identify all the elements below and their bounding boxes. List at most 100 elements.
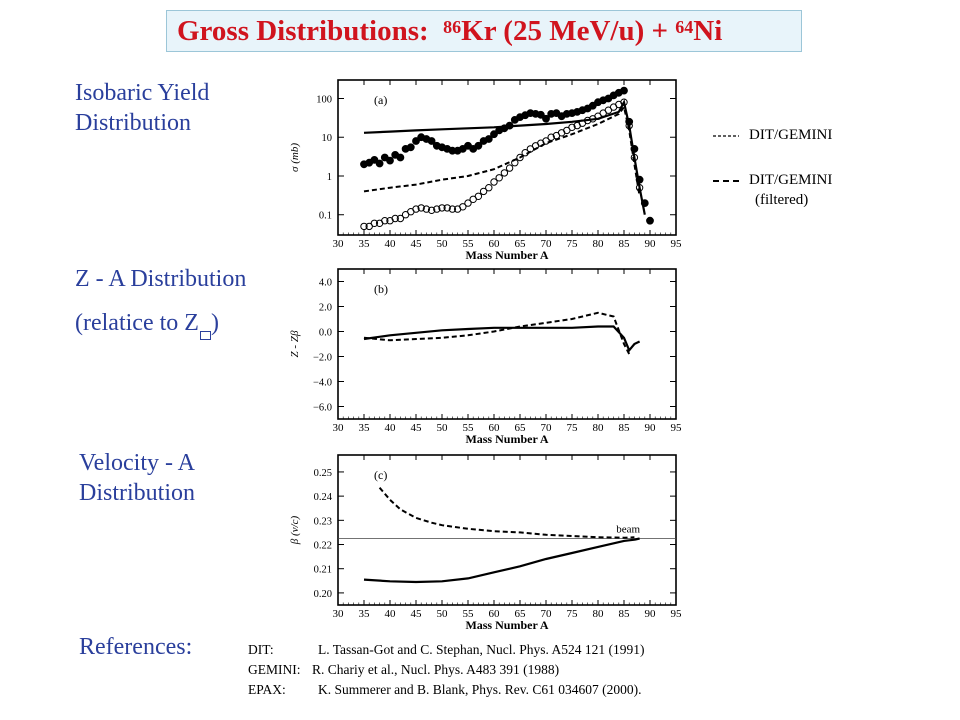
chart-panel: 30 35 40 45 50 55 60 65 70 75 80 85 90 95 Mass Number …	[289, 454, 682, 632]
x-tick-label: 75	[567, 608, 579, 620]
x-tick-label: 40	[385, 608, 397, 620]
series-dashed-line	[378, 487, 635, 539]
reference-key: EPAX:	[248, 682, 286, 697]
isobaric-label-line1: Isobaric Yield	[75, 80, 210, 106]
velocity-label: Velocity - A Distribution	[79, 448, 195, 508]
x-tick-label: 90	[645, 422, 657, 434]
data-point-filled	[588, 101, 597, 110]
reference-text: R. Chariy et al., Nucl. Phys. A483 391 (…	[312, 662, 560, 677]
panel-label: (a)	[374, 93, 387, 107]
x-tick-label: 45	[411, 608, 423, 620]
x-tick-label: 35	[359, 238, 371, 250]
y-tick-label: 1	[327, 172, 332, 183]
x-axis-label: Mass Number A	[465, 432, 548, 446]
x-tick-label: 55	[463, 422, 475, 434]
data-point-open	[516, 153, 524, 162]
y-axis-label: β (v/c)	[289, 515, 301, 545]
data-point-open	[396, 214, 405, 223]
data-point-open	[542, 137, 550, 145]
velocity-label-line2: Distribution	[79, 480, 196, 506]
series-solid-line	[363, 537, 640, 584]
x-tick-label: 70	[541, 238, 553, 250]
data-point-open	[505, 164, 514, 172]
legend-dashed: DIT/GEMINI (filtered)	[713, 170, 832, 210]
y-axis-label: σ (mb)	[289, 143, 301, 172]
data-point-open	[370, 219, 379, 228]
x-tick-label: 30	[333, 422, 345, 434]
x-tick-label: 85	[619, 422, 631, 434]
panel-label: (c)	[374, 468, 387, 482]
data-point-filled	[646, 216, 654, 225]
x-tick-label: 80	[593, 238, 605, 250]
data-point-open	[422, 205, 431, 213]
x-tick-label: 70	[541, 422, 553, 434]
reference-key: GEMINI:	[248, 662, 301, 677]
legend-dashed-label-1: DIT/GEMINI	[749, 172, 833, 188]
x-tick-label: 95	[671, 238, 683, 250]
chart-panel: 30 35 40 45 50 55 60 65 70 75 80 85 90 95 Mass Number …	[289, 79, 683, 262]
data-point-filled	[370, 156, 379, 164]
data-point-open	[464, 199, 472, 207]
x-tick-label: 55	[463, 238, 475, 250]
data-point-filled	[412, 137, 420, 145]
panel-label: (b)	[374, 282, 388, 296]
x-tick-label: 40	[385, 422, 397, 434]
x-axis-label: Mass Number A	[465, 248, 548, 262]
series-dashed-line	[363, 311, 631, 355]
title-mass-1: 86	[443, 16, 462, 37]
za-label-pre: (relatice to Z	[75, 310, 199, 336]
y-tick-label: 0.24	[314, 492, 333, 503]
data-point-filled	[427, 137, 436, 145]
y-tick-label: 0.25	[314, 468, 332, 479]
x-tick-label: 60	[489, 608, 501, 620]
x-tick-label: 60	[489, 422, 501, 434]
legend-dashed-line-icon	[713, 179, 739, 182]
x-tick-label: 90	[645, 238, 657, 250]
x-tick-label: 30	[333, 238, 345, 250]
data-point-open	[500, 169, 509, 177]
plot-frame	[337, 454, 677, 606]
data-point-open	[417, 204, 425, 212]
data-point-filled	[375, 159, 384, 168]
data-point-filled	[490, 130, 498, 139]
legend-solid-line-icon	[713, 134, 739, 137]
x-tick-label: 65	[515, 422, 527, 434]
data-point-open	[495, 174, 503, 182]
data-point-open	[485, 184, 493, 192]
x-axis-label: Mass Number A	[465, 618, 548, 632]
y-tick-label: 2.0	[319, 303, 332, 314]
x-tick-label: 60	[489, 238, 501, 250]
legend-solid: DIT/GEMINI	[713, 125, 832, 145]
y-tick-label: 0.23	[314, 516, 332, 527]
reference-item: GEMINI: R. Chariy et al., Nucl. Phys. A48…	[248, 660, 645, 680]
x-tick-label: 35	[359, 608, 371, 620]
data-point-open	[412, 205, 420, 213]
data-point-open	[568, 123, 576, 132]
data-point-open	[381, 217, 389, 225]
data-point-open	[490, 178, 498, 186]
references-list: DIT: L. Tassan-Got and C. Stephan, Nucl. …	[248, 640, 645, 700]
x-tick-label: 80	[593, 608, 605, 620]
x-tick-label: 70	[541, 608, 553, 620]
reference-key: DIT:	[248, 642, 274, 657]
x-tick-label: 75	[567, 422, 579, 434]
references-label: References:	[79, 634, 193, 660]
data-point-open	[474, 192, 483, 201]
za-label-line2: (relatice to Z)	[75, 308, 246, 347]
title-element-1: Kr (25 MeV/u) +	[461, 14, 676, 47]
x-tick-label: 85	[619, 608, 631, 620]
y-tick-label: 0.21	[314, 565, 332, 576]
x-tick-label: 90	[645, 608, 657, 620]
x-tick-label: 55	[463, 608, 475, 620]
x-tick-label: 85	[619, 238, 631, 250]
beta-symbol-icon	[199, 330, 211, 340]
series-solid-line	[363, 325, 641, 353]
data-point-open	[448, 205, 457, 213]
data-point-open	[479, 187, 488, 196]
data-point-open	[433, 205, 441, 213]
data-point-open	[443, 204, 451, 212]
data-point-filled	[484, 135, 493, 143]
y-tick-label: −4.0	[313, 378, 332, 389]
isobaric-label: Isobaric Yield Distribution	[75, 78, 209, 138]
isobaric-label-line2: Distribution	[75, 110, 192, 136]
